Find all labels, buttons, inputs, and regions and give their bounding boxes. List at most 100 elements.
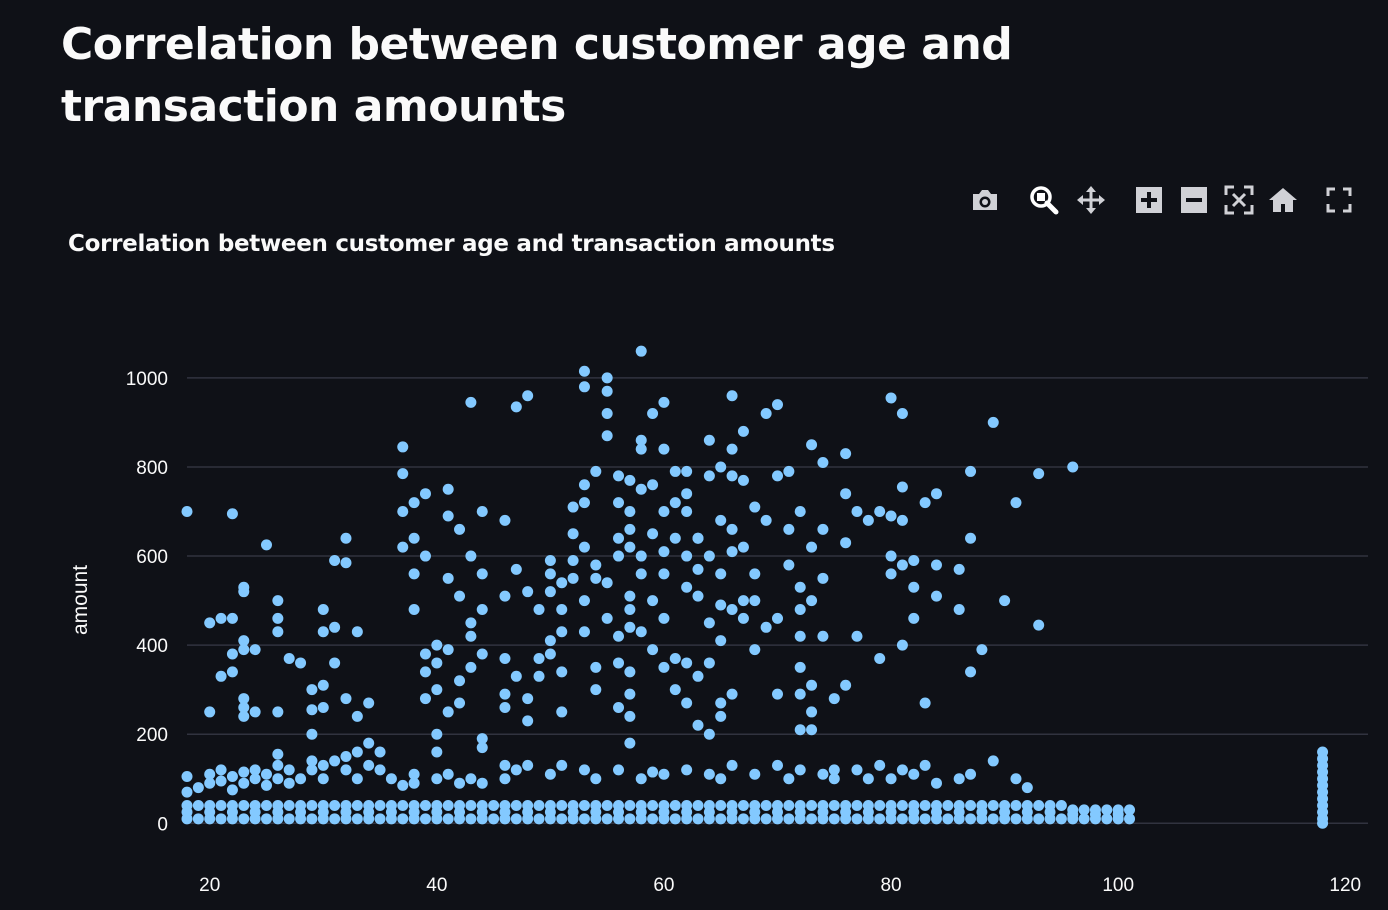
data-point[interactable] xyxy=(567,501,579,513)
data-point[interactable] xyxy=(351,710,363,722)
data-point[interactable] xyxy=(238,799,250,811)
data-point[interactable] xyxy=(374,746,386,758)
data-point[interactable] xyxy=(828,813,840,825)
data-point[interactable] xyxy=(397,541,409,553)
data-point[interactable] xyxy=(703,806,715,818)
data-point[interactable] xyxy=(272,626,284,638)
data-point[interactable] xyxy=(465,799,477,811)
data-point[interactable] xyxy=(806,813,818,825)
data-point[interactable] xyxy=(1033,799,1045,811)
data-point[interactable] xyxy=(647,644,659,656)
data-point[interactable] xyxy=(635,443,647,455)
data-point[interactable] xyxy=(999,806,1011,818)
data-point[interactable] xyxy=(431,639,443,651)
data-point[interactable] xyxy=(465,661,477,673)
data-point[interactable] xyxy=(669,465,681,477)
data-point[interactable] xyxy=(885,392,897,404)
data-point[interactable] xyxy=(647,408,659,420)
data-point[interactable] xyxy=(613,764,625,776)
data-point[interactable] xyxy=(737,425,749,437)
data-point[interactable] xyxy=(544,568,556,580)
data-point[interactable] xyxy=(499,514,511,526)
data-point[interactable] xyxy=(522,693,534,705)
data-point[interactable] xyxy=(624,813,636,825)
data-point[interactable] xyxy=(908,806,920,818)
data-point[interactable] xyxy=(510,764,522,776)
data-point[interactable] xyxy=(624,688,636,700)
reset-axes-icon[interactable] xyxy=(1266,183,1300,217)
data-point[interactable] xyxy=(965,768,977,780)
data-point[interactable] xyxy=(726,523,738,535)
data-point[interactable] xyxy=(1124,804,1136,816)
data-point[interactable] xyxy=(772,688,783,700)
data-point[interactable] xyxy=(783,813,795,825)
data-point[interactable] xyxy=(794,506,806,518)
data-point[interactable] xyxy=(681,806,693,818)
data-point[interactable] xyxy=(578,799,590,811)
data-point[interactable] xyxy=(726,546,738,558)
data-point[interactable] xyxy=(703,434,715,446)
data-point[interactable] xyxy=(340,693,352,705)
data-point[interactable] xyxy=(488,799,500,811)
data-point[interactable] xyxy=(896,408,908,420)
data-point[interactable] xyxy=(715,697,727,709)
data-point[interactable] xyxy=(737,813,749,825)
data-point[interactable] xyxy=(624,666,636,678)
data-point[interactable] xyxy=(601,372,613,384)
data-point[interactable] xyxy=(567,572,579,584)
data-point[interactable] xyxy=(669,497,681,509)
data-point[interactable] xyxy=(965,666,977,678)
data-point[interactable] xyxy=(930,559,942,571)
data-point[interactable] xyxy=(306,684,318,696)
data-point[interactable] xyxy=(601,385,613,397)
data-point[interactable] xyxy=(851,813,863,825)
data-point[interactable] xyxy=(760,408,772,420)
data-point[interactable] xyxy=(522,586,534,598)
data-point[interactable] xyxy=(681,506,693,518)
data-point[interactable] xyxy=(249,806,261,818)
data-point[interactable] xyxy=(340,764,352,776)
data-point[interactable] xyxy=(204,806,216,818)
data-point[interactable] xyxy=(465,630,477,642)
data-point[interactable] xyxy=(658,768,670,780)
data-point[interactable] xyxy=(544,555,556,567)
data-point[interactable] xyxy=(749,806,761,818)
data-point[interactable] xyxy=(465,617,477,629)
data-point[interactable] xyxy=(238,635,250,647)
data-point[interactable] xyxy=(192,782,204,794)
data-point[interactable] xyxy=(987,813,999,825)
data-point[interactable] xyxy=(885,510,897,522)
data-point[interactable] xyxy=(783,523,795,535)
data-point[interactable] xyxy=(703,550,715,562)
data-point[interactable] xyxy=(1010,497,1022,509)
data-point[interactable] xyxy=(1101,813,1113,825)
data-point[interactable] xyxy=(794,603,806,615)
data-point[interactable] xyxy=(544,806,556,818)
data-point[interactable] xyxy=(658,506,670,518)
data-point[interactable] xyxy=(737,612,749,624)
data-point[interactable] xyxy=(647,479,659,491)
data-point[interactable] xyxy=(351,773,363,785)
data-point[interactable] xyxy=(1010,773,1022,785)
data-point[interactable] xyxy=(363,737,375,749)
data-point[interactable] xyxy=(715,799,727,811)
data-point[interactable] xyxy=(669,652,681,664)
data-point[interactable] xyxy=(283,777,295,789)
data-point[interactable] xyxy=(681,697,693,709)
data-point[interactable] xyxy=(669,532,681,544)
data-point[interactable] xyxy=(715,568,727,580)
data-point[interactable] xyxy=(692,813,704,825)
data-point[interactable] xyxy=(817,523,829,535)
data-point[interactable] xyxy=(204,706,216,718)
data-point[interactable] xyxy=(806,679,818,691)
data-point[interactable] xyxy=(578,365,590,377)
data-point[interactable] xyxy=(544,635,556,647)
data-point[interactable] xyxy=(930,488,942,500)
data-point[interactable] xyxy=(794,630,806,642)
data-point[interactable] xyxy=(226,508,238,520)
data-point[interactable] xyxy=(794,724,806,736)
data-point[interactable] xyxy=(204,617,216,629)
data-point[interactable] xyxy=(442,706,454,718)
data-point[interactable] xyxy=(737,595,749,607)
data-point[interactable] xyxy=(249,773,261,785)
